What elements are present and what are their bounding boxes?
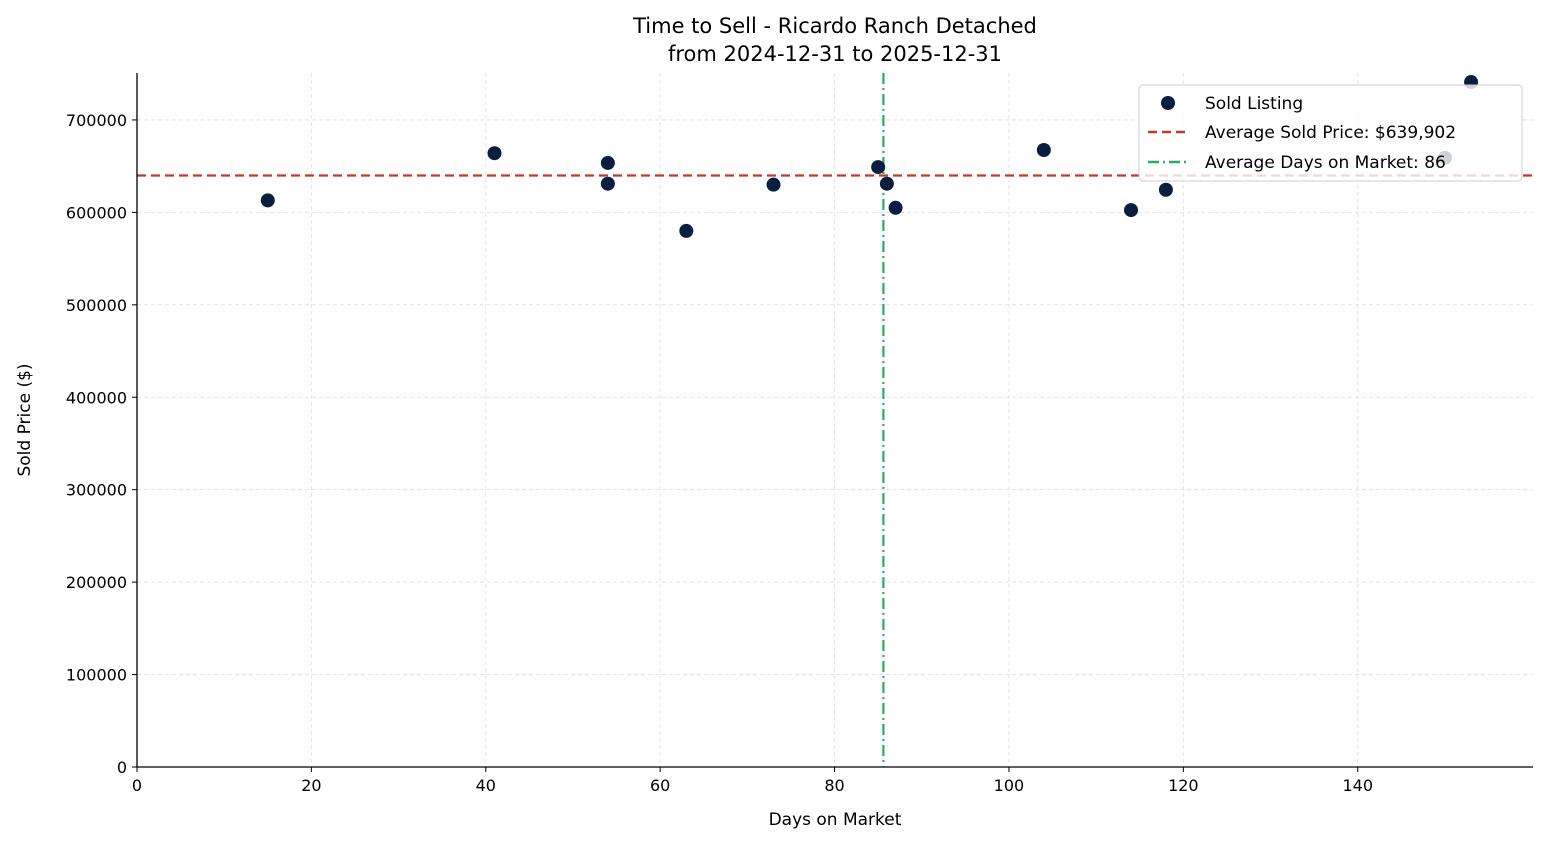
x-tick-label: 0 <box>132 776 142 795</box>
data-point <box>600 155 615 170</box>
y-tick-label: 100000 <box>66 666 127 685</box>
ticks: 0 20 40 60 80 100 120 140 0 100000 200000 300000 400… <box>66 111 1373 795</box>
y-tick-label: 200000 <box>66 573 127 592</box>
x-tick-label: 60 <box>650 776 670 795</box>
data-point <box>888 200 903 215</box>
y-tick-label: 600000 <box>66 203 127 222</box>
legend: Sold Listing Average Sold Price: $639,90… <box>1138 84 1523 182</box>
data-point <box>679 223 694 238</box>
y-tick-label: 300000 <box>66 481 127 500</box>
data-point <box>766 177 781 192</box>
x-tick-label: 20 <box>301 776 321 795</box>
legend-box <box>1138 84 1523 182</box>
data-point <box>871 160 886 175</box>
x-tick-label: 100 <box>994 776 1025 795</box>
data-point <box>1036 142 1051 157</box>
data-point <box>600 176 615 191</box>
legend-label-avg-days: Average Days on Market: 86 <box>1205 153 1446 173</box>
y-tick-label: 0 <box>117 758 127 777</box>
data-point <box>879 176 894 191</box>
chart-title: Time to Sell - Ricardo Ranch Detached <box>632 14 1037 38</box>
x-axis-label: Days on Market <box>769 810 902 830</box>
legend-marker-sold <box>1161 96 1175 110</box>
y-axis-label: Sold Price ($) <box>15 363 35 476</box>
data-point <box>487 146 502 161</box>
y-tick-label: 400000 <box>66 388 127 407</box>
legend-label-sold: Sold Listing <box>1205 94 1303 114</box>
x-tick-label: 80 <box>824 776 844 795</box>
chart-subtitle: from 2024-12-31 to 2025-12-31 <box>668 42 1002 66</box>
x-tick-label: 120 <box>1168 776 1199 795</box>
x-tick-label: 40 <box>476 776 496 795</box>
y-tick-label: 700000 <box>66 111 127 130</box>
legend-label-avg-price: Average Sold Price: $639,902 <box>1205 123 1456 143</box>
data-point <box>1124 203 1139 218</box>
x-tick-label: 140 <box>1342 776 1373 795</box>
data-point <box>1158 182 1173 197</box>
y-tick-label: 500000 <box>66 296 127 315</box>
grid <box>137 73 1533 767</box>
data-point <box>260 193 275 208</box>
